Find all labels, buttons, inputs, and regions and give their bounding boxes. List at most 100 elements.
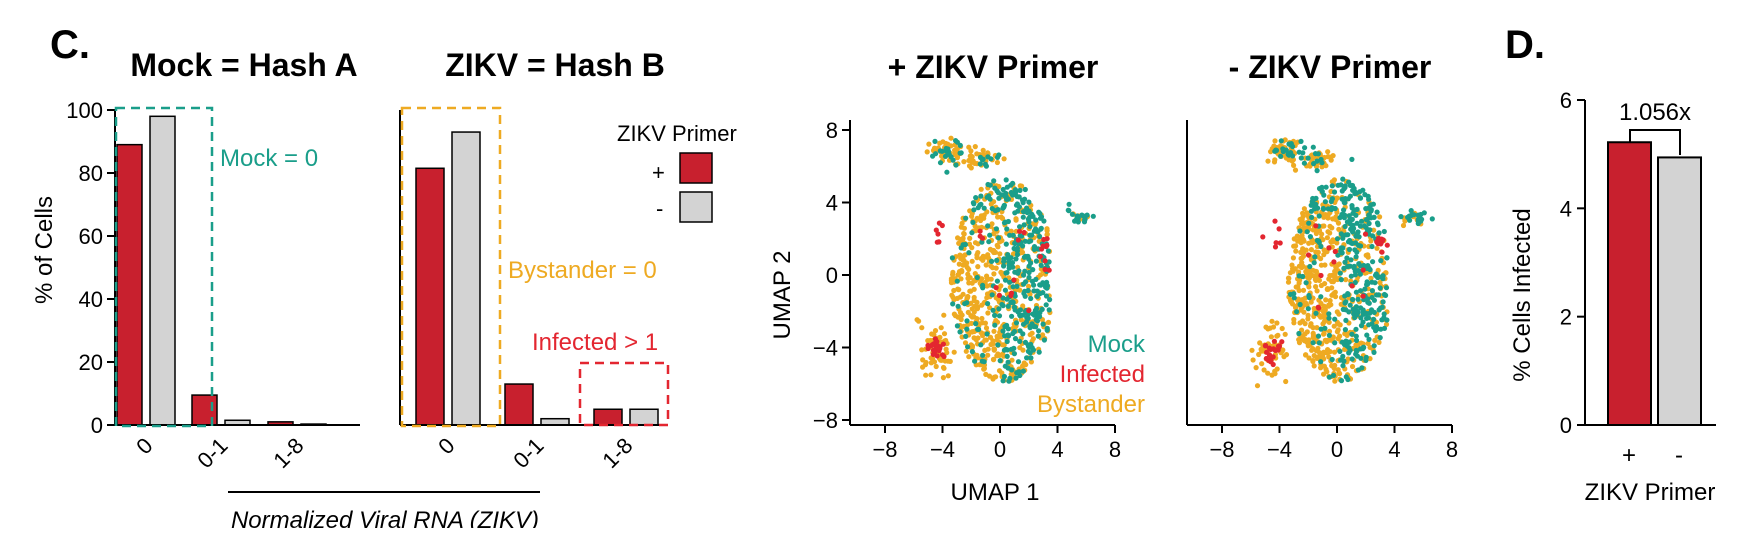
- umap-point-mock: [1354, 190, 1360, 196]
- y-tick-label: 80: [79, 161, 103, 186]
- x-ticks-zikv: 0 0-1 1-8: [433, 433, 637, 473]
- fold-change-annotation: 1.056x: [1619, 99, 1691, 126]
- umap-point-bystander: [960, 237, 966, 243]
- umap-point-mock: [1000, 186, 1006, 193]
- umap-point-mock: [1345, 263, 1351, 270]
- umap-point-mock: [1005, 218, 1012, 225]
- umap-point-infected: [1315, 304, 1321, 310]
- umap-point-mock: [945, 146, 951, 152]
- umap-point-bystander: [1321, 223, 1327, 229]
- umap-point-bystander: [966, 354, 972, 360]
- umap-point-mock: [1025, 216, 1031, 222]
- umap-point-mock: [1006, 333, 1012, 339]
- umap-point-mock: [1046, 259, 1052, 265]
- umap-point-mock: [1356, 261, 1362, 267]
- umap-point-bystander: [1023, 362, 1029, 368]
- umap-point-mock: [954, 323, 961, 329]
- umap-point-mock: [1318, 294, 1324, 300]
- umap-point-infected: [1379, 236, 1385, 242]
- bars-pct-infected: [1585, 141, 1716, 427]
- umap-point-mock: [1030, 213, 1036, 219]
- umap-point-mock: [1338, 378, 1345, 384]
- umap-point-bystander: [1365, 254, 1371, 260]
- umap-point-bystander: [914, 317, 920, 323]
- umap-point-mock: [1004, 226, 1010, 232]
- umap-point-bystander: [1271, 159, 1278, 165]
- umap-point-mock: [996, 195, 1002, 201]
- umap-point-mock: [1291, 295, 1297, 301]
- umap-point-bystander: [1400, 222, 1407, 229]
- x-tick-label: 8: [1446, 437, 1458, 462]
- umap-point-bystander: [1329, 363, 1335, 369]
- umap-point-bystander: [979, 315, 985, 322]
- panel-d-letter: D.: [1505, 23, 1545, 67]
- umap-point-bystander: [1310, 325, 1316, 331]
- umap-point-bystander: [969, 245, 975, 251]
- y-tick-label: 20: [79, 350, 103, 375]
- umap-point-mock: [1010, 299, 1016, 306]
- umap-point-mock: [1297, 301, 1303, 308]
- umap-point-mock: [933, 151, 939, 157]
- umap-point-mock: [1296, 330, 1302, 337]
- umap-point-mock: [1278, 138, 1284, 144]
- umap-point-mock: [1312, 254, 1318, 260]
- umap-point-bystander: [968, 165, 974, 171]
- bystander-zero-box: [400, 106, 502, 428]
- umap-point-mock: [1297, 228, 1303, 234]
- umap-point-bystander: [1272, 368, 1278, 374]
- umap-point-infected: [1313, 223, 1319, 229]
- umap-point-bystander: [992, 249, 999, 255]
- umap-point-mock: [1349, 156, 1355, 162]
- umap-point-mock: [1304, 229, 1310, 235]
- umap-point-bystander: [1313, 284, 1319, 290]
- umap-point-mock: [1346, 179, 1352, 185]
- umap-point-infected: [936, 239, 942, 245]
- umap-point-mock: [1306, 292, 1312, 299]
- umap-point-infected: [1326, 245, 1332, 251]
- umap-point-mock: [1025, 253, 1031, 259]
- umap-point-mock: [1315, 333, 1322, 339]
- umap-point-mock: [958, 245, 964, 251]
- x-tick-label: −8: [872, 437, 897, 462]
- umap-point-bystander: [1303, 300, 1309, 306]
- umap-point-mock: [1359, 218, 1365, 224]
- umap-point-mock: [1377, 335, 1383, 341]
- umap-point-bystander: [1329, 278, 1335, 285]
- y-axis-label-pct-infected: % Cells Infected: [1509, 208, 1536, 381]
- umap-point-mock: [994, 257, 1000, 263]
- x-tick-label: 1-8: [597, 433, 637, 473]
- umap-point-mock: [1357, 195, 1364, 201]
- umap-point-mock: [1311, 161, 1317, 167]
- umap-point-bystander: [924, 149, 930, 155]
- umap-point-mock: [1381, 228, 1387, 235]
- umap-point-mock: [979, 239, 985, 245]
- umap-point-bystander: [941, 312, 947, 318]
- umap-point-bystander: [991, 271, 997, 277]
- umap-point-mock: [1090, 213, 1096, 219]
- umap-point-mock: [981, 205, 987, 211]
- umap-point-mock: [1352, 247, 1358, 253]
- umap-point-bystander: [948, 135, 954, 141]
- bar-chart-zikv: ZIKV = Hash B 0 0-1 1-8 Bystander = 0 Infe…: [399, 47, 670, 473]
- umap-point-bystander: [1298, 334, 1304, 341]
- umap-point-bystander: [968, 148, 974, 154]
- umap-point-infected: [1263, 355, 1269, 362]
- umap-point-bystander: [1333, 264, 1339, 270]
- umap-point-bystander: [1253, 365, 1259, 371]
- y-tick-label: 4: [826, 191, 838, 216]
- x-tick-label: 0: [131, 433, 157, 459]
- umap-point-mock: [984, 331, 990, 337]
- umap-point-mock: [1326, 311, 1332, 317]
- umap-point-mock: [1012, 187, 1019, 193]
- umap-point-mock: [1002, 287, 1009, 293]
- umap-point-mock: [958, 150, 964, 156]
- umap-point-mock: [1003, 241, 1009, 247]
- umap-point-mock: [1024, 205, 1030, 211]
- umap-point-mock: [1026, 269, 1032, 276]
- umap-point-bystander: [1307, 267, 1313, 274]
- umap-point-mock: [1033, 258, 1039, 264]
- umap-point-mock: [981, 359, 987, 365]
- umap-point-mock: [1017, 187, 1023, 193]
- umap-point-bystander: [1296, 269, 1302, 275]
